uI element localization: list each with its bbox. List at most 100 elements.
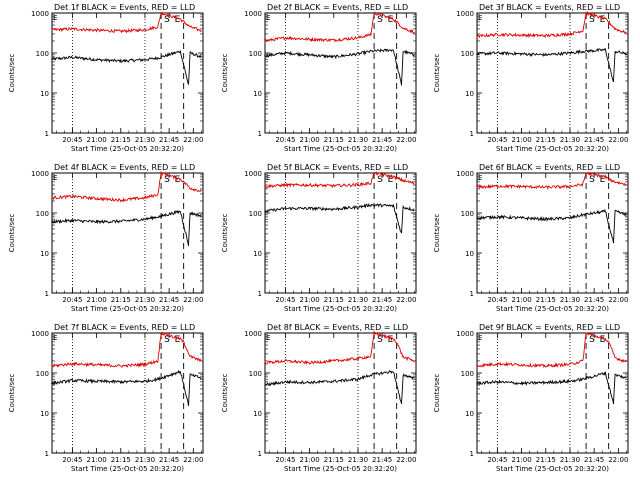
end-marker-label: E [388, 335, 394, 345]
x-tick-label: 22:00 [183, 296, 203, 304]
corner-marker-label: E [478, 174, 482, 182]
x-tick-label: 20:45 [487, 296, 507, 304]
x-tick-label: 20:45 [487, 136, 507, 144]
panel-title: Det 2f BLACK = Events, RED = LLD [267, 3, 408, 12]
series-lld-line [264, 330, 415, 366]
corner-marker-label: E [53, 174, 57, 182]
corner-marker-label: E [266, 14, 270, 22]
y-tick-label: 1 [258, 290, 262, 298]
y-tick-label: 100 [461, 50, 474, 58]
panel-det-9: Det 9f BLACK = Events, RED = LLD Counts/s… [433, 323, 629, 473]
x-tick-label: 21:15 [536, 136, 556, 144]
y-axis-label: Counts/sec [221, 54, 229, 93]
end-marker-label: E [175, 15, 181, 25]
x-axis-label: Start Time (25-Oct-05 20:32:20) [496, 305, 609, 313]
series-events-line [264, 369, 415, 404]
x-tick-label: 21:15 [324, 456, 344, 464]
x-tick-label: 22:00 [183, 456, 203, 464]
x-tick-label: 21:00 [512, 456, 532, 464]
x-tick-label: 21:15 [111, 296, 131, 304]
x-tick-label: 21:00 [300, 456, 320, 464]
x-axis-label: Start Time (25-Oct-05 20:32:20) [71, 465, 184, 473]
y-tick-label: 10 [465, 90, 474, 98]
x-axis-label: Start Time (25-Oct-05 20:32:20) [496, 145, 609, 153]
series-events-line [476, 371, 627, 405]
y-tick-label: 1 [258, 130, 262, 138]
y-tick-label: 100 [36, 50, 49, 58]
x-tick-label: 21:30 [135, 456, 155, 464]
plot-frame [264, 12, 417, 134]
y-tick-label: 1 [45, 290, 49, 298]
y-tick-label: 10 [253, 90, 262, 98]
y-tick-label: 1000 [456, 170, 474, 178]
corner-marker-label: E [478, 14, 482, 22]
y-tick-label: 1000 [244, 170, 262, 178]
end-marker-label: E [600, 335, 606, 345]
y-axis-label: Counts/sec [221, 374, 229, 413]
x-tick-label: 21:30 [560, 136, 580, 144]
y-tick-label: 10 [465, 250, 474, 258]
y-tick-label: 100 [461, 370, 474, 378]
x-tick-label: 21:30 [135, 136, 155, 144]
x-tick-label: 21:45 [584, 456, 604, 464]
panel-title: Det 1f BLACK = Events, RED = LLD [54, 3, 195, 12]
x-tick-label: 21:30 [560, 456, 580, 464]
x-tick-label: 22:00 [608, 136, 628, 144]
x-tick-label: 21:15 [536, 296, 556, 304]
plot-frame [476, 172, 629, 294]
series-lld-line [476, 171, 627, 190]
series-lld-line [476, 332, 627, 368]
y-axis-label: Counts/sec [221, 214, 229, 253]
y-tick-label: 1000 [244, 330, 262, 338]
start-marker-label: S [589, 175, 595, 185]
x-tick-label: 21:30 [348, 456, 368, 464]
x-tick-label: 20:45 [62, 296, 82, 304]
x-tick-label: 21:15 [111, 136, 131, 144]
x-tick-label: 20:45 [487, 456, 507, 464]
x-axis-label: Start Time (25-Oct-05 20:32:20) [284, 305, 397, 313]
x-tick-label: 21:00 [512, 136, 532, 144]
x-tick-label: 21:30 [560, 296, 580, 304]
end-marker-label: E [388, 175, 394, 185]
x-tick-label: 21:00 [300, 136, 320, 144]
y-tick-label: 1000 [456, 330, 474, 338]
y-axis-label: Counts/sec [8, 54, 16, 93]
x-tick-label: 21:45 [159, 296, 179, 304]
x-tick-label: 21:45 [372, 136, 392, 144]
series-lld-line [264, 11, 415, 43]
y-axis-label: Counts/sec [8, 374, 16, 413]
y-tick-label: 100 [36, 210, 49, 218]
start-marker-label: S [589, 335, 595, 345]
end-marker-label: E [388, 15, 394, 25]
corner-marker-label: E [478, 334, 482, 342]
panel-det-1: Det 1f BLACK = Events, RED = LLD Counts/s… [8, 3, 204, 153]
x-tick-label: 21:45 [584, 136, 604, 144]
series-events-line [264, 48, 415, 86]
x-axis-label: Start Time (25-Oct-05 20:32:20) [284, 465, 397, 473]
x-tick-label: 21:15 [324, 296, 344, 304]
x-tick-label: 20:45 [275, 136, 295, 144]
plot-frame [51, 172, 204, 294]
x-tick-label: 20:45 [62, 456, 82, 464]
x-tick-label: 20:45 [62, 136, 82, 144]
series-events-line [51, 50, 202, 85]
panel-title: Det 6f BLACK = Events, RED = LLD [479, 163, 620, 172]
panel-title: Det 7f BLACK = Events, RED = LLD [54, 323, 195, 332]
x-axis-label: Start Time (25-Oct-05 20:32:20) [71, 145, 184, 153]
x-tick-label: 22:00 [608, 296, 628, 304]
x-tick-label: 21:00 [87, 456, 107, 464]
series-events-line [264, 202, 415, 234]
panel-det-8: Det 8f BLACK = Events, RED = LLD Counts/s… [221, 323, 417, 473]
start-marker-label: S [164, 335, 170, 345]
x-tick-label: 21:45 [372, 296, 392, 304]
plot-frame [51, 12, 204, 134]
y-tick-label: 1000 [31, 10, 49, 18]
y-tick-label: 1 [45, 450, 49, 458]
x-tick-label: 21:45 [584, 296, 604, 304]
panel-det-2: Det 2f BLACK = Events, RED = LLD Counts/s… [221, 3, 417, 153]
start-marker-label: S [164, 15, 170, 25]
y-tick-label: 100 [249, 210, 262, 218]
x-tick-label: 21:30 [348, 296, 368, 304]
